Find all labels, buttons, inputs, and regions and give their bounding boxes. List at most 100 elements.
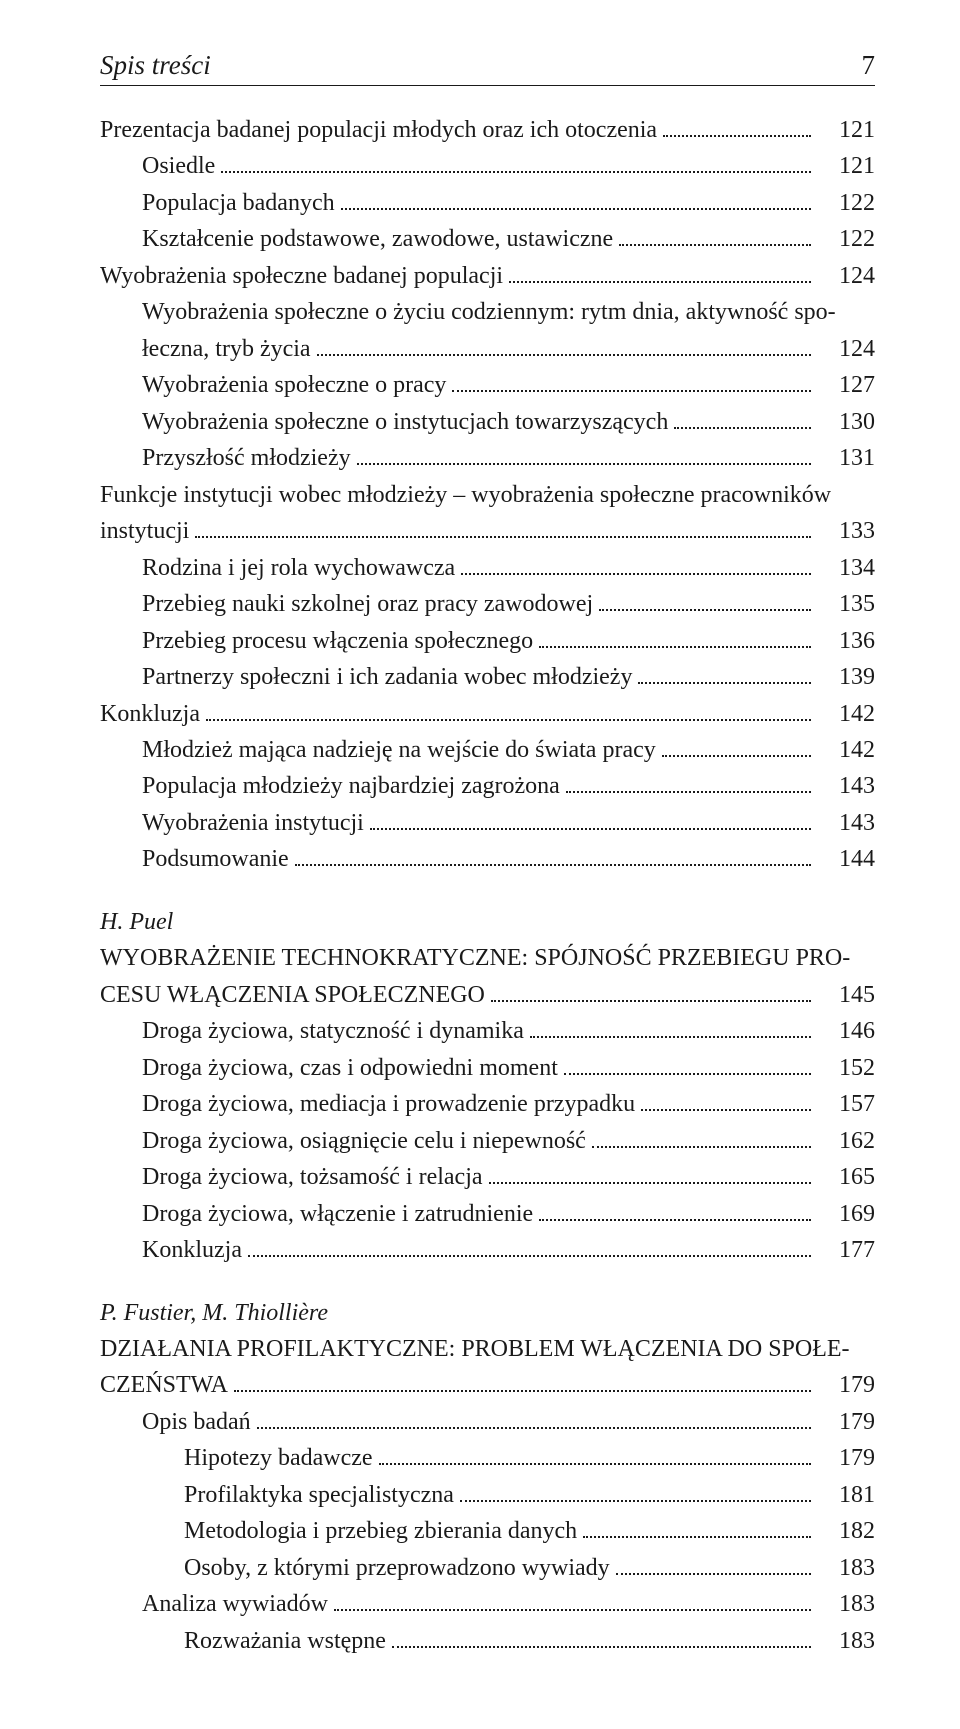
toc-entry-label: Metodologia i przebieg zbierania danych bbox=[184, 1513, 577, 1549]
toc-entry-label: Konkluzja bbox=[100, 696, 200, 732]
author-line: H. Puel bbox=[100, 904, 875, 940]
toc-entry-page: 135 bbox=[817, 586, 875, 622]
toc-entry: Droga życiowa, mediacja i prowadzenie pr… bbox=[100, 1086, 875, 1122]
toc-entry-label: instytucji bbox=[100, 513, 189, 549]
dot-leader bbox=[599, 589, 811, 611]
toc-entry: Wyobrażenia społeczne o pracy 127 bbox=[100, 367, 875, 403]
toc-entry-label: Konkluzja bbox=[142, 1232, 242, 1268]
toc-entry: Wyobrażenia społeczne o instytucjach tow… bbox=[100, 404, 875, 440]
toc-entry-label: Wyobrażenia społeczne badanej populacji bbox=[100, 258, 503, 294]
toc-entry-page: 183 bbox=[817, 1586, 875, 1622]
toc-line: Funkcje instytucji wobec młodzieży – wyo… bbox=[100, 477, 875, 513]
toc-entry: Wyobrażenia społeczne badanej populacji 1… bbox=[100, 258, 875, 294]
table-of-contents: Prezentacja badanej populacji młodych or… bbox=[100, 112, 875, 1659]
toc-entry-page: 136 bbox=[817, 623, 875, 659]
toc-entry-page: 143 bbox=[817, 768, 875, 804]
toc-entry-label: Osoby, z którymi przeprowadzono wywiady bbox=[184, 1550, 610, 1586]
toc-entry: Droga życiowa, osiągnięcie celu i niepew… bbox=[100, 1123, 875, 1159]
dot-leader bbox=[530, 1016, 811, 1038]
toc-entry-label: Przyszłość młodzieży bbox=[142, 440, 351, 476]
dot-leader bbox=[619, 224, 811, 246]
dot-leader bbox=[539, 1198, 811, 1220]
toc-entry: łeczna, tryb życia 124 bbox=[100, 331, 875, 367]
toc-entry-page: 152 bbox=[817, 1050, 875, 1086]
toc-entry-page: 169 bbox=[817, 1196, 875, 1232]
toc-entry: Droga życiowa, statyczność i dynamika146 bbox=[100, 1013, 875, 1049]
toc-entry-label: CZEŃSTWA bbox=[100, 1367, 228, 1403]
dot-leader bbox=[357, 443, 811, 465]
toc-entry-label: Przebieg nauki szkolnej oraz pracy zawod… bbox=[142, 586, 593, 622]
toc-entry-page: 183 bbox=[817, 1623, 875, 1659]
toc-entry: Przebieg nauki szkolnej oraz pracy zawod… bbox=[100, 586, 875, 622]
toc-entry: Młodzież mająca nadzieję na wejście do ś… bbox=[100, 732, 875, 768]
toc-entry-label: Analiza wywiadów bbox=[142, 1586, 328, 1622]
toc-entry: Rozważania wstępne183 bbox=[100, 1623, 875, 1659]
toc-entry-label: Droga życiowa, tożsamość i relacja bbox=[142, 1159, 483, 1195]
dot-leader bbox=[489, 1162, 811, 1184]
dot-leader bbox=[195, 516, 811, 538]
dot-leader bbox=[370, 808, 811, 830]
toc-entry-label: Prezentacja badanej populacji młodych or… bbox=[100, 112, 657, 148]
dot-leader bbox=[206, 698, 811, 720]
header-page-number: 7 bbox=[862, 50, 876, 81]
dot-leader bbox=[583, 1516, 811, 1538]
toc-entry-page: 122 bbox=[817, 185, 875, 221]
toc-entry-page: 131 bbox=[817, 440, 875, 476]
toc-entry-label: łeczna, tryb życia bbox=[142, 331, 311, 367]
toc-entry: Przyszłość młodzieży 131 bbox=[100, 440, 875, 476]
toc-entry: Populacja młodzieży najbardziej zagrożon… bbox=[100, 768, 875, 804]
toc-entry-label: Hipotezy badawcze bbox=[184, 1440, 373, 1476]
toc-entry: Profilaktyka specjalistyczna181 bbox=[100, 1477, 875, 1513]
toc-entry-label: Osiedle bbox=[142, 148, 215, 184]
toc-entry: Osiedle 121 bbox=[100, 148, 875, 184]
toc-entry-page: 181 bbox=[817, 1477, 875, 1513]
toc-entry-label: Populacja młodzieży najbardziej zagrożon… bbox=[142, 768, 560, 804]
dot-leader bbox=[662, 735, 811, 757]
toc-entry-label: Młodzież mająca nadzieję na wejście do ś… bbox=[142, 732, 656, 768]
toc-entry-page: 183 bbox=[817, 1550, 875, 1586]
toc-entry: Wyobrażenia instytucji143 bbox=[100, 805, 875, 841]
toc-line: DZIAŁANIA PROFILAKTYCZNE: PROBLEM WŁĄCZE… bbox=[100, 1331, 875, 1367]
toc-entry-label: CESU WŁĄCZENIA SPOŁECZNEGO bbox=[100, 977, 485, 1013]
toc-entry-page: 177 bbox=[817, 1232, 875, 1268]
dot-leader bbox=[564, 1052, 811, 1074]
toc-entry: Kształcenie podstawowe, zawodowe, ustawi… bbox=[100, 221, 875, 257]
dot-leader bbox=[663, 115, 811, 137]
dot-leader bbox=[674, 406, 811, 428]
toc-entry: instytucji133 bbox=[100, 513, 875, 549]
toc-entry: Konkluzja142 bbox=[100, 696, 875, 732]
toc-entry-page: 179 bbox=[817, 1367, 875, 1403]
dot-leader bbox=[592, 1125, 811, 1147]
dot-leader bbox=[334, 1589, 811, 1611]
dot-leader bbox=[461, 552, 811, 574]
toc-entry-page: 127 bbox=[817, 367, 875, 403]
toc-entry-page: 124 bbox=[817, 331, 875, 367]
dot-leader bbox=[295, 844, 811, 866]
toc-entry-page: 134 bbox=[817, 550, 875, 586]
toc-entry: CESU WŁĄCZENIA SPOŁECZNEGO145 bbox=[100, 977, 875, 1013]
toc-entry: Droga życiowa, tożsamość i relacja165 bbox=[100, 1159, 875, 1195]
dot-leader bbox=[566, 771, 811, 793]
author-line: P. Fustier, M. Thiollière bbox=[100, 1295, 875, 1331]
toc-entry-page: 124 bbox=[817, 258, 875, 294]
toc-entry-label: Opis badań bbox=[142, 1404, 251, 1440]
dot-leader bbox=[491, 979, 811, 1001]
toc-entry: Droga życiowa, włączenie i zatrudnienie1… bbox=[100, 1196, 875, 1232]
toc-entry-label: Partnerzy społeczni i ich zadania wobec … bbox=[142, 659, 632, 695]
toc-entry-page: 182 bbox=[817, 1513, 875, 1549]
dot-leader bbox=[452, 370, 811, 392]
toc-entry-page: 121 bbox=[817, 148, 875, 184]
toc-line: Wyobrażenia społeczne o życiu codziennym… bbox=[100, 294, 875, 330]
page-header: Spis treści 7 bbox=[100, 50, 875, 86]
dot-leader bbox=[221, 151, 811, 173]
toc-entry-label: Wyobrażenia społeczne o pracy bbox=[142, 367, 446, 403]
dot-leader bbox=[539, 625, 811, 647]
dot-leader bbox=[379, 1443, 811, 1465]
toc-entry: Przebieg procesu włączenia społecznego13… bbox=[100, 623, 875, 659]
dot-leader bbox=[341, 188, 811, 210]
toc-entry: Osoby, z którymi przeprowadzono wywiady 1… bbox=[100, 1550, 875, 1586]
toc-entry-page: 157 bbox=[817, 1086, 875, 1122]
toc-entry-page: 179 bbox=[817, 1404, 875, 1440]
dot-leader bbox=[638, 662, 811, 684]
toc-entry-page: 144 bbox=[817, 841, 875, 877]
